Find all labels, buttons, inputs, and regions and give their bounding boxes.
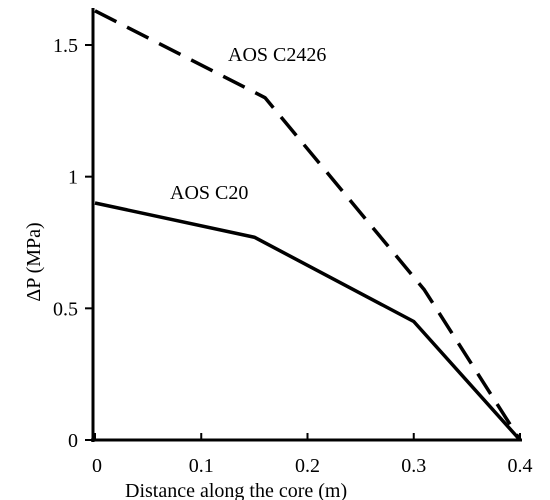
y-tick-label: 0 [68,430,78,452]
axes [91,8,522,442]
series-label-aos-c20: AOS C20 [170,182,248,204]
y-tick-label: 1 [68,167,78,189]
x-tick-label: 0.4 [508,455,533,477]
series-line-aos-c20 [94,201,522,442]
y-tick-label: 1.5 [53,35,78,57]
x-tick-label: 0.2 [295,455,320,477]
series-labels: AOS C2426 AOS C20 [170,44,326,204]
y-axis-title: ΔP (MPa) [23,222,45,301]
series-label-aos-c2426: AOS C2426 [228,44,326,66]
y-tick-label: 0.5 [53,298,78,320]
x-tick-label: 0.1 [189,455,214,477]
series-lines [94,9,522,442]
ticks: 0 0.1 0.2 0.3 0.4 0 0.5 1 1.5 [53,35,533,477]
x-tick-label: 0.3 [401,455,426,477]
x-tick-label: 0 [92,455,102,477]
x-axis-title: Distance along the core (m) [125,480,347,500]
series-line-aos-c2426 [94,9,522,441]
